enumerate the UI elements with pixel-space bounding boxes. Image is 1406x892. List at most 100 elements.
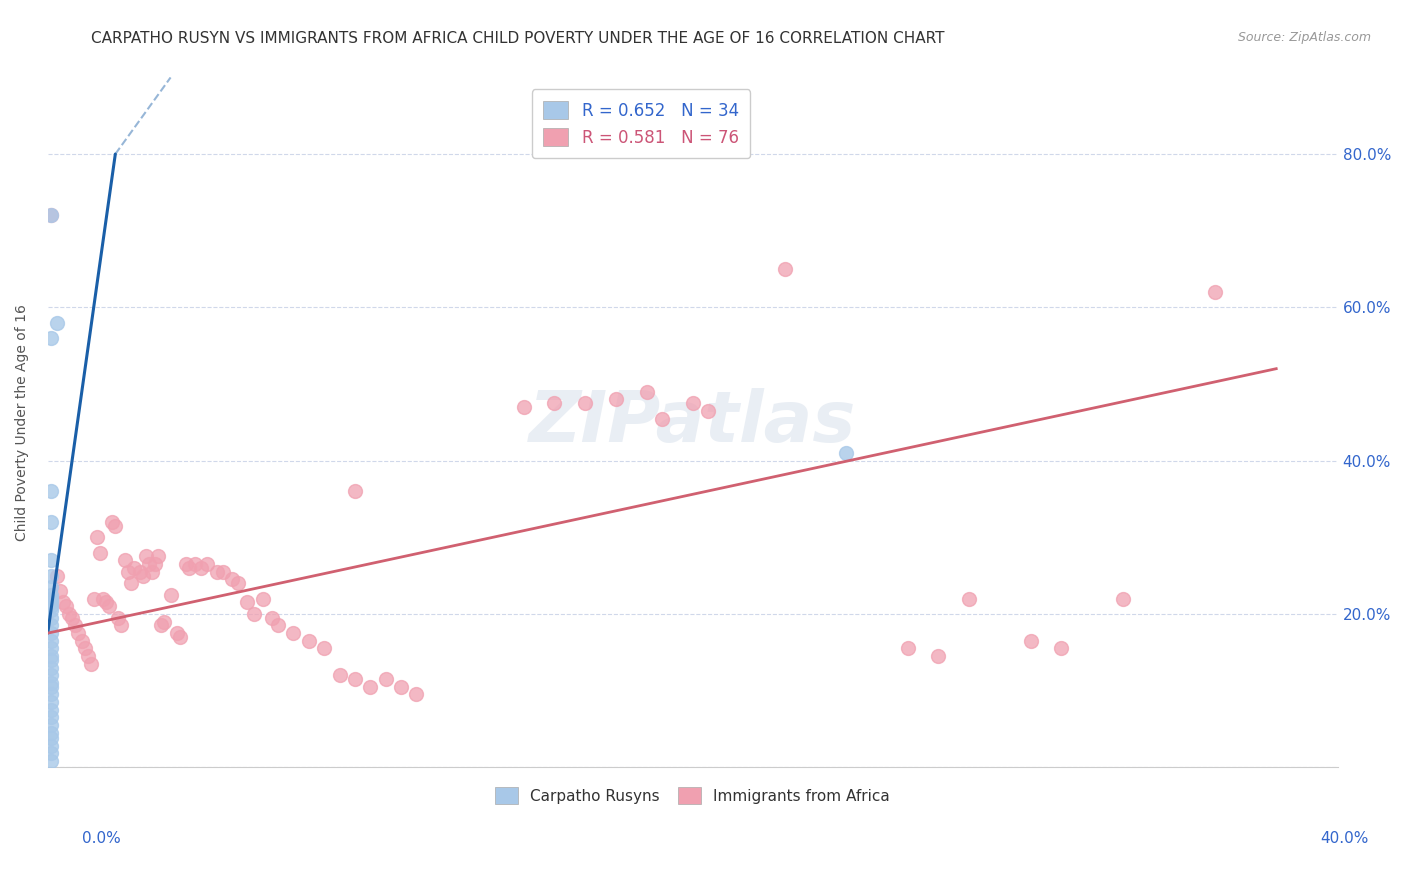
Point — [267, 618, 290, 632]
Point — [651, 411, 673, 425]
Point — [298, 633, 321, 648]
Point — [39, 747, 62, 761]
Point — [39, 611, 62, 625]
Point — [91, 591, 114, 606]
Point — [52, 595, 75, 609]
Point — [39, 568, 62, 582]
Point — [150, 618, 173, 632]
Point — [120, 576, 142, 591]
Point — [39, 731, 62, 745]
Point — [39, 208, 62, 222]
Point — [110, 618, 132, 632]
Point — [897, 641, 920, 656]
Point — [283, 626, 305, 640]
Point — [39, 641, 62, 656]
Point — [39, 688, 62, 702]
Point — [39, 680, 62, 694]
Point — [60, 611, 83, 625]
Point — [70, 633, 93, 648]
Point — [153, 615, 176, 629]
Point — [773, 262, 796, 277]
Point — [405, 688, 427, 702]
Point — [138, 557, 160, 571]
Point — [39, 618, 62, 632]
Point — [39, 208, 62, 222]
Point — [39, 754, 62, 768]
Point — [107, 611, 129, 625]
Point — [46, 568, 69, 582]
Point — [67, 626, 90, 640]
Point — [39, 710, 62, 724]
Point — [39, 484, 62, 499]
Point — [39, 331, 62, 345]
Point — [39, 695, 62, 709]
Point — [957, 591, 980, 606]
Point — [221, 573, 243, 587]
Point — [141, 565, 163, 579]
Point — [260, 611, 283, 625]
Point — [86, 530, 108, 544]
Point — [1204, 285, 1226, 299]
Point — [39, 653, 62, 667]
Point — [135, 549, 157, 564]
Point — [169, 630, 191, 644]
Point — [177, 561, 200, 575]
Point — [39, 599, 62, 614]
Point — [166, 626, 188, 640]
Point — [697, 404, 720, 418]
Text: CARPATHO RUSYN VS IMMIGRANTS FROM AFRICA CHILD POVERTY UNDER THE AGE OF 16 CORRE: CARPATHO RUSYN VS IMMIGRANTS FROM AFRICA… — [91, 31, 945, 46]
Point — [39, 591, 62, 606]
Point — [148, 549, 170, 564]
Point — [39, 649, 62, 664]
Point — [73, 641, 96, 656]
Point — [39, 553, 62, 567]
Point — [76, 649, 98, 664]
Point — [39, 725, 62, 739]
Point — [252, 591, 274, 606]
Point — [682, 396, 704, 410]
Point — [314, 641, 336, 656]
Point — [39, 588, 62, 602]
Point — [927, 649, 949, 664]
Point — [374, 672, 396, 686]
Point — [55, 599, 77, 614]
Point — [65, 618, 87, 632]
Point — [39, 739, 62, 753]
Text: ZIPatlas: ZIPatlas — [529, 388, 856, 457]
Point — [39, 660, 62, 674]
Point — [39, 703, 62, 717]
Point — [122, 561, 145, 575]
Point — [636, 384, 658, 399]
Point — [1050, 641, 1073, 656]
Point — [389, 680, 412, 694]
Text: 40.0%: 40.0% — [1320, 831, 1368, 846]
Point — [128, 565, 150, 579]
Point — [574, 396, 596, 410]
Point — [205, 565, 228, 579]
Point — [39, 668, 62, 682]
Point — [39, 595, 62, 609]
Point — [39, 718, 62, 732]
Point — [94, 595, 117, 609]
Text: Source: ZipAtlas.com: Source: ZipAtlas.com — [1237, 31, 1371, 45]
Point — [197, 557, 219, 571]
Legend: Carpatho Rusyns, Immigrants from Africa: Carpatho Rusyns, Immigrants from Africa — [485, 777, 901, 814]
Point — [242, 607, 264, 621]
Point — [211, 565, 233, 579]
Point — [343, 484, 366, 499]
Point — [835, 446, 858, 460]
Point — [143, 557, 166, 571]
Point — [101, 515, 124, 529]
Point — [236, 595, 259, 609]
Point — [184, 557, 207, 571]
Point — [605, 392, 627, 407]
Point — [83, 591, 105, 606]
Text: 0.0%: 0.0% — [82, 831, 121, 846]
Point — [39, 626, 62, 640]
Point — [343, 672, 366, 686]
Point — [117, 565, 139, 579]
Point — [132, 568, 155, 582]
Point — [1111, 591, 1133, 606]
Point — [46, 316, 69, 330]
Point — [98, 599, 121, 614]
